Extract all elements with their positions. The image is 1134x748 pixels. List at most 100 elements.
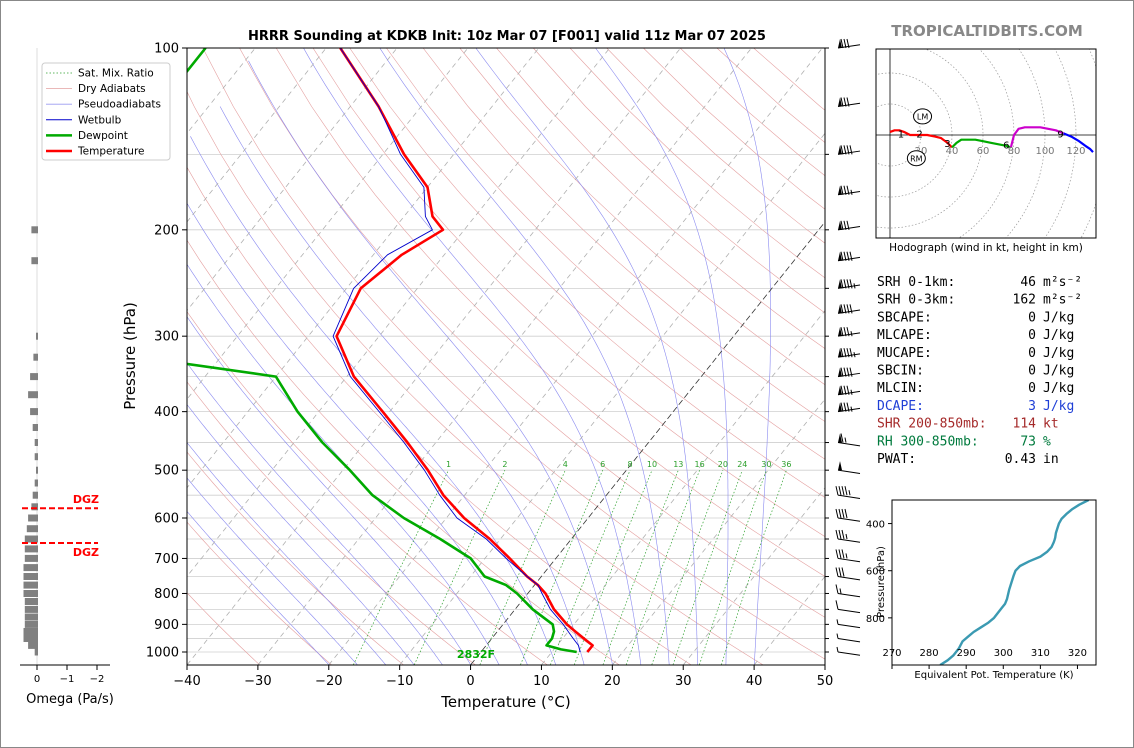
param-label: MLCAPE: <box>877 328 932 343</box>
hodograph-ring-label: 100 <box>1035 146 1054 157</box>
pseudoadiabat <box>187 316 471 665</box>
omega-bar <box>23 628 38 635</box>
pseudoadiabat <box>595 48 729 665</box>
theta-e-x-tick-label: 300 <box>994 648 1013 659</box>
isotherm <box>470 221 825 665</box>
dry-adiabat <box>496 48 825 349</box>
wind-barb-full <box>846 279 850 289</box>
wind-barb-full <box>849 279 853 289</box>
theta-e-y-tick-label: 600 <box>866 567 885 578</box>
hodograph-segment <box>1009 126 1065 148</box>
omega-bar <box>24 605 38 613</box>
wind-barb <box>835 584 861 598</box>
wind-barb-flag <box>838 348 842 358</box>
parameter-table: SRH 0-1km: 46 m²s⁻² SRH 0-3km: 162 m²s⁻² SBCAP… <box>877 275 1082 467</box>
omega-tick-label: 0 <box>34 674 40 685</box>
omega-bar <box>33 353 38 361</box>
theta-e-line <box>939 500 1090 665</box>
omega-tick-label: −1 <box>60 674 75 685</box>
pseudoadiabat <box>190 136 557 665</box>
pseudoadiabat <box>187 510 330 665</box>
omega-bar <box>24 620 38 628</box>
wind-barb-half <box>850 331 853 337</box>
wind-barb <box>837 251 861 262</box>
param-label: PWAT: <box>877 452 916 467</box>
theta-e-x-tick-label: 270 <box>882 648 901 659</box>
wind-barb-full <box>840 251 844 261</box>
omega-bar <box>28 391 38 399</box>
mixing-ratio-line <box>721 470 787 665</box>
mixing-ratio-label: 2 <box>502 460 507 469</box>
mixing-ratio-label: 1 <box>446 460 451 469</box>
wind-barb-staff <box>837 469 861 474</box>
omega-bar <box>23 635 38 642</box>
wind-barb-full <box>843 97 847 107</box>
param-value: 3 <box>1028 399 1036 414</box>
dry-adiabat <box>533 48 825 314</box>
y-tick-label: 500 <box>154 464 179 479</box>
param-label: SHR 200-850mb: <box>877 417 987 432</box>
omega-bar <box>24 613 38 621</box>
wind-barbs <box>835 38 861 656</box>
param-unit: kt <box>1043 417 1059 432</box>
wind-barb-full <box>841 549 845 559</box>
wind-barb-half <box>845 533 848 540</box>
pseudoadiabat <box>187 442 386 665</box>
storm-motion-label: LM <box>917 112 928 121</box>
wind-barb-full <box>843 145 847 155</box>
wind-barb-staff <box>837 442 861 447</box>
param-value: 46 <box>1020 275 1036 290</box>
omega-bar <box>32 491 38 499</box>
wind-barb-full <box>846 348 850 358</box>
isotherm <box>257 48 752 665</box>
legend-label: Temperature <box>77 146 145 158</box>
pseudoadiabat <box>187 263 500 665</box>
wind-barb-full <box>835 508 839 519</box>
wind-barb-full <box>838 508 842 519</box>
skewt-y-ticks: 100 200 300 400 500 600 700 800 900 1000 <box>146 42 829 661</box>
y-tick-label: 900 <box>154 618 179 633</box>
omega-ticks: 0 −1 −2 <box>34 665 104 685</box>
omega-bar <box>28 641 38 649</box>
skewt-plot-frame <box>186 47 826 666</box>
param-value: 0.43 <box>1005 452 1036 467</box>
hodograph-segment <box>951 138 1012 149</box>
storm-motion-marker <box>913 108 933 125</box>
omega-bar <box>24 598 38 605</box>
omega-bar <box>23 590 38 597</box>
dry-adiabat <box>312 48 825 537</box>
theta-e-panel: 270 280 290 300 310 320 400 600 800 Equivalent P… <box>866 499 1097 681</box>
wind-barb-full <box>840 220 844 230</box>
wind-barb-full <box>840 385 844 395</box>
wind-barb-half <box>836 633 839 639</box>
x-tick-label: 10 <box>533 674 550 689</box>
y-tick-label: 400 <box>154 405 179 420</box>
hodograph-frame <box>875 48 1097 239</box>
wind-barb-flag <box>838 461 842 471</box>
wind-barb-full <box>846 402 850 412</box>
wind-barb-half <box>853 352 856 358</box>
param-unit: in <box>1043 452 1059 467</box>
dry-adiabat <box>187 90 763 665</box>
mixing-ratio-label: 10 <box>647 460 657 469</box>
hodograph-panel: 2040608010012012369LMRM Hodograph (wind … <box>875 48 1097 254</box>
wind-barb-full <box>843 402 847 412</box>
wind-barb <box>837 367 861 378</box>
wind-barb-flag <box>838 279 842 289</box>
theta-e-series <box>939 500 1090 665</box>
param-unit: J/kg <box>1043 328 1074 343</box>
isotherm <box>399 132 825 665</box>
wind-barb-full <box>840 279 844 289</box>
omega-bar <box>26 525 38 533</box>
wind-barb-full <box>846 251 850 261</box>
wind-barb-full <box>843 348 847 358</box>
dgz-markers: DGZ DGZ <box>22 493 99 559</box>
wind-barb-full <box>849 367 853 377</box>
theta-e-x-tick-label: 320 <box>1068 648 1087 659</box>
pseudoadiabat <box>187 477 358 665</box>
wind-barb-staff <box>837 608 861 614</box>
pseudoadiabat <box>219 106 585 665</box>
x-tick-label: 20 <box>604 674 621 689</box>
param-label: DCAPE: <box>877 399 924 414</box>
mixing-ratio-label: 30 <box>761 460 771 469</box>
